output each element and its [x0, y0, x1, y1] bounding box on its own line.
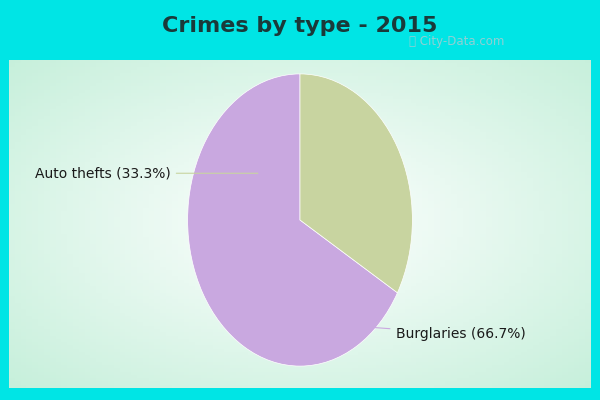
Text: Crimes by type - 2015: Crimes by type - 2015 [163, 16, 437, 36]
Text: Burglaries (66.7%): Burglaries (66.7%) [346, 325, 525, 341]
Text: Auto thefts (33.3%): Auto thefts (33.3%) [35, 166, 258, 180]
Wedge shape [188, 74, 397, 366]
Wedge shape [300, 74, 412, 293]
Text: ⓘ City-Data.com: ⓘ City-Data.com [409, 35, 505, 48]
